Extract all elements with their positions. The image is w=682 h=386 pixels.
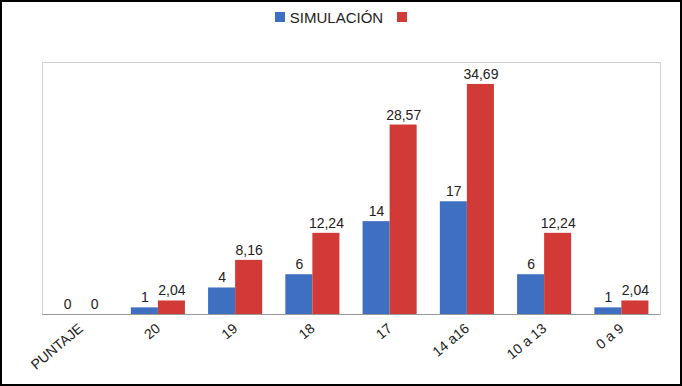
svg-text:2,04: 2,04 [158,282,185,298]
svg-text:17: 17 [446,183,462,199]
svg-text:4: 4 [218,269,226,285]
svg-text:14: 14 [369,203,385,219]
html-text:SIMULACIÓN: SIMULACIÓN [289,8,384,26]
svg-text:2,04: 2,04 [622,282,649,298]
svg-text:14 a16: 14 a16 [429,320,472,360]
svg-text:19: 19 [218,320,240,342]
svg-text:PUNTAJE: PUNTAJE [28,320,86,373]
svg-text:18: 18 [295,320,317,342]
svg-text:17: 17 [373,320,395,342]
svg-text:6: 6 [527,256,535,272]
svg-text:1: 1 [141,289,149,305]
svg-text:12,24: 12,24 [309,215,344,231]
svg-text:8,16: 8,16 [236,242,263,258]
svg-text:1: 1 [604,289,612,305]
svg-text:34,69: 34,69 [463,66,498,82]
svg-text:28,57: 28,57 [386,107,421,123]
svg-text:10 a 13: 10 a 13 [503,320,549,362]
svg-text:0 a 9: 0 a 9 [593,320,627,352]
svg-text:6: 6 [295,256,303,272]
svg-text:0: 0 [64,296,72,312]
svg-text:20: 20 [141,320,163,342]
svg-text:0: 0 [91,296,99,312]
svg-text:12,24: 12,24 [541,215,576,231]
